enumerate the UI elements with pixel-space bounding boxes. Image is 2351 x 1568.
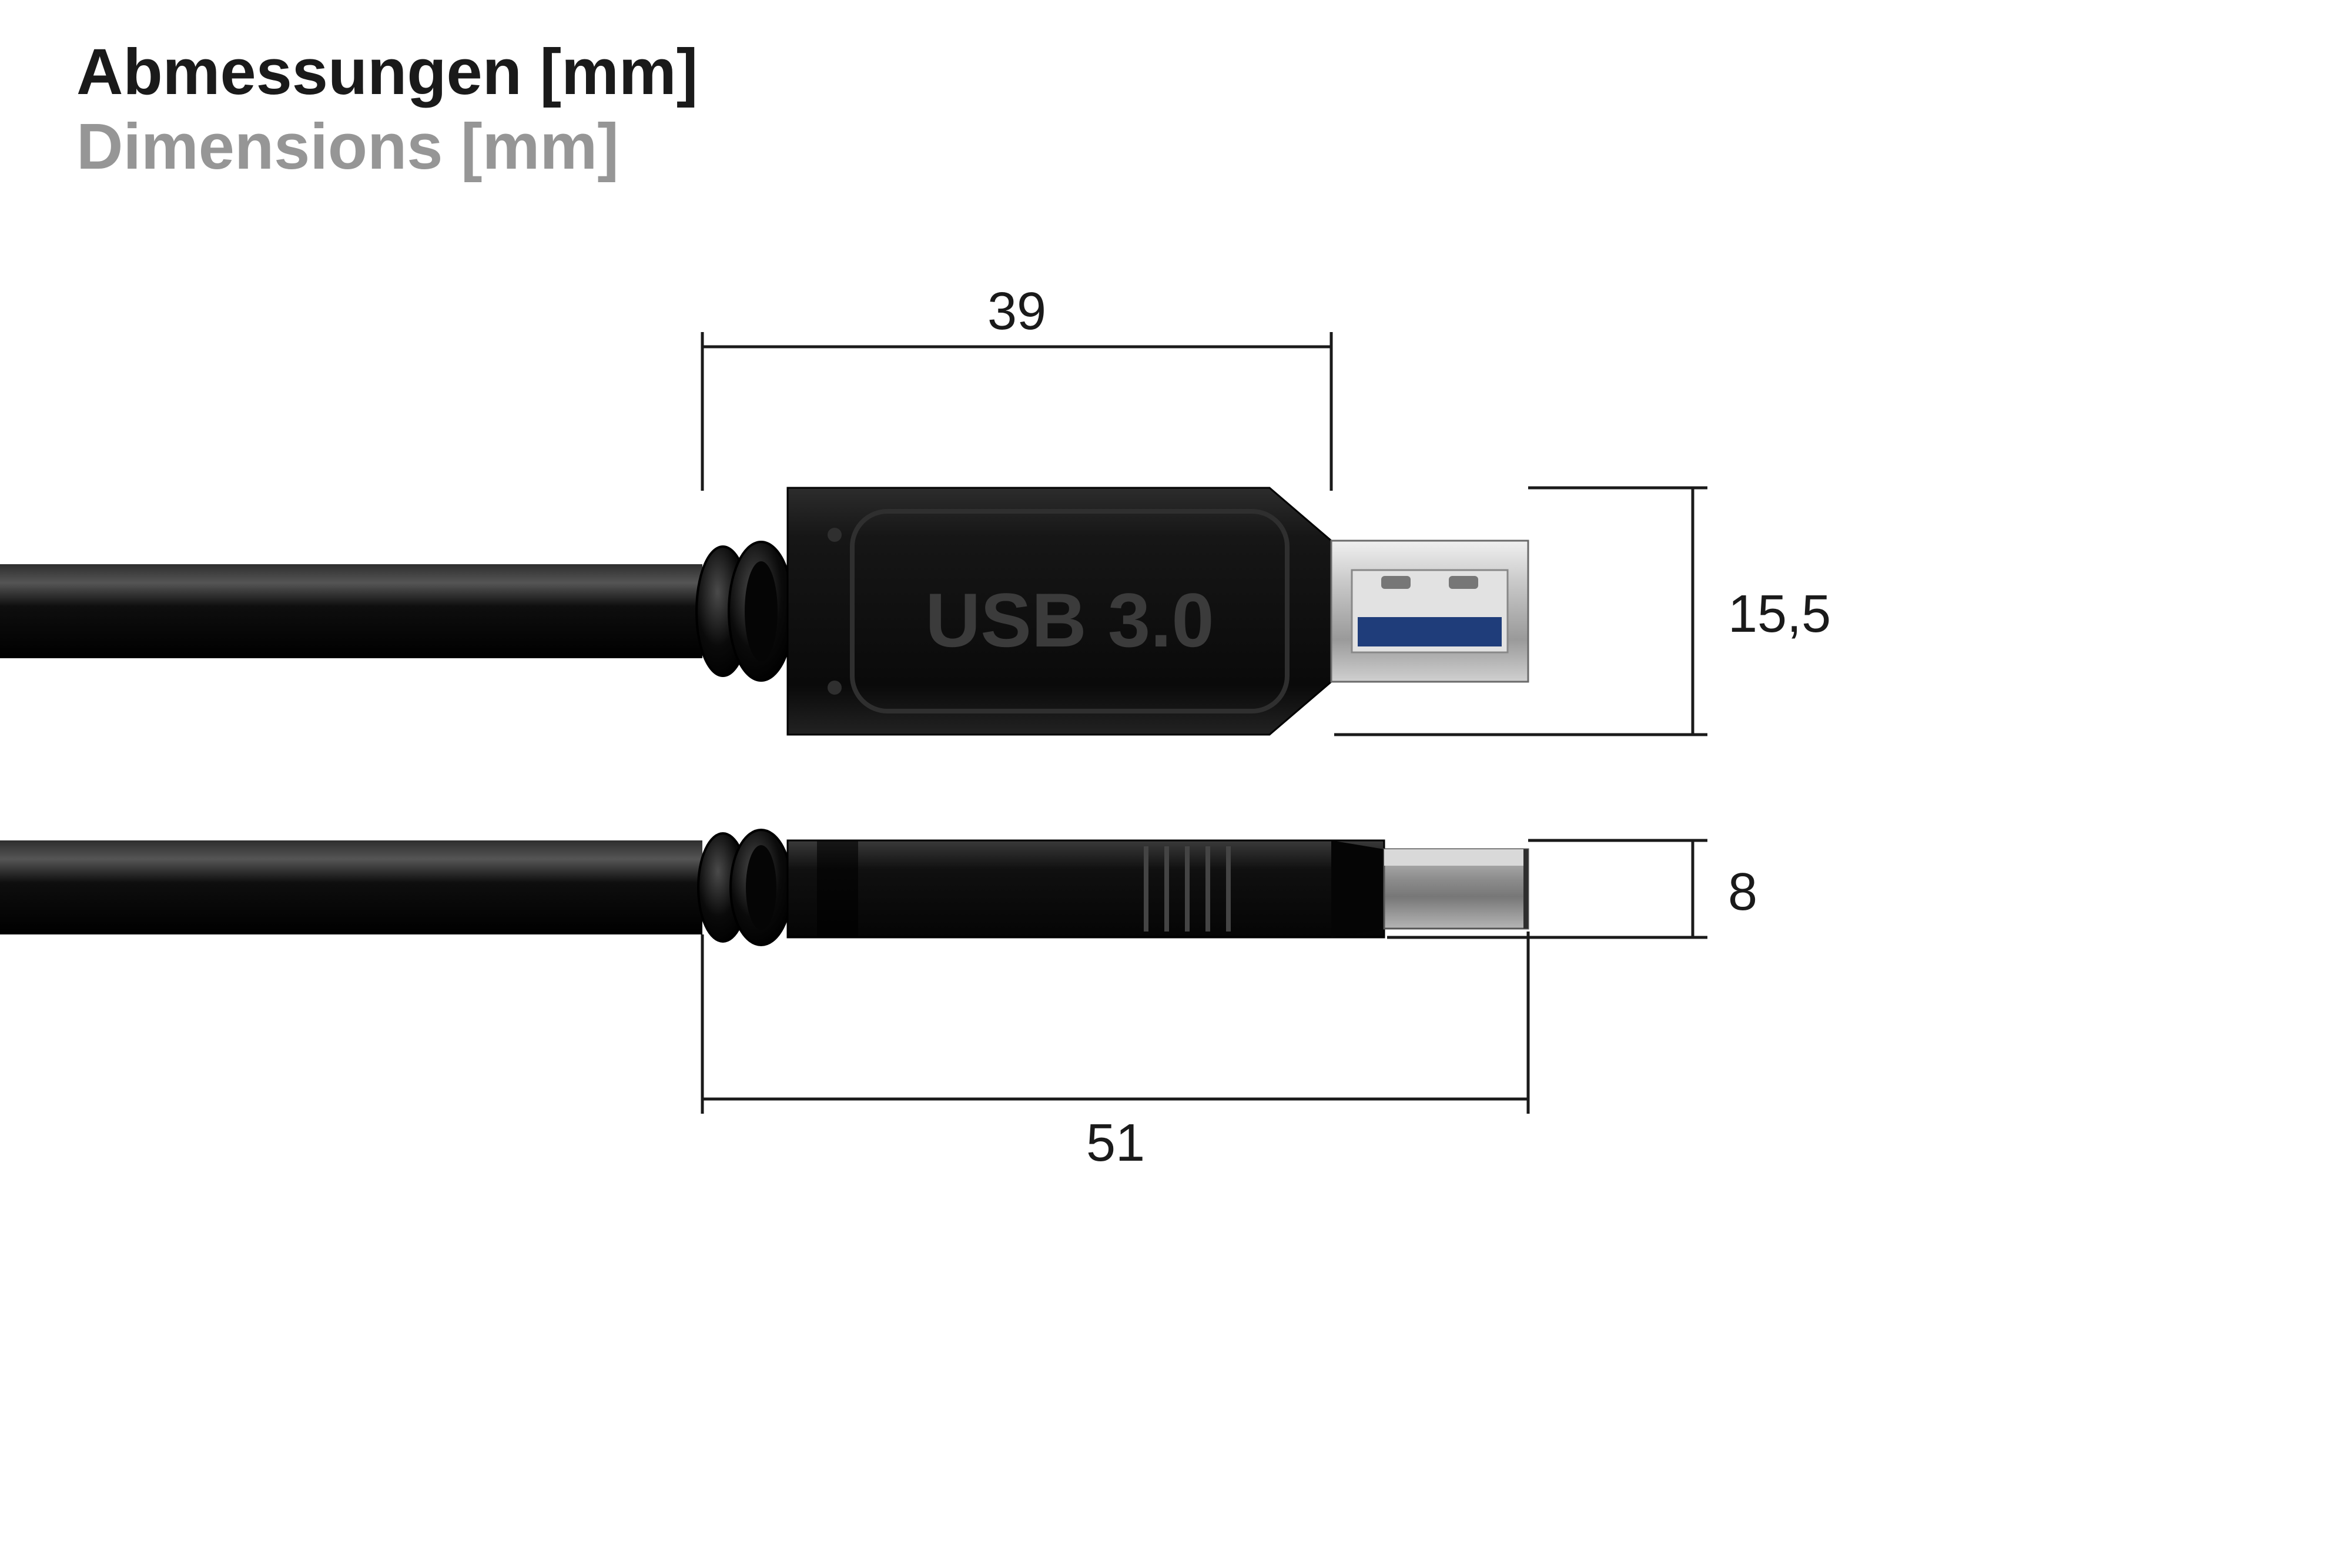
connector-body-side [788,840,1384,937]
connector-body-top: USB 3.0 [788,488,1331,735]
metal-plug-top [1331,541,1528,682]
cable-side [0,840,702,934]
metal-plug-side [1384,849,1528,929]
dimension-diagram: USB 3.0 [0,0,2351,1568]
dim-plug-height: 15,5 [1728,585,1831,644]
dim-top-length: 39 [987,282,1046,341]
strain-relief-side [698,830,792,945]
cable-top [0,564,702,658]
dim-plug-thickness: 8 [1728,863,1757,922]
strain-relief-top [696,542,793,681]
connector-emboss-text: USB 3.0 [925,577,1214,663]
dim-bottom-length: 51 [1086,1114,1145,1172]
